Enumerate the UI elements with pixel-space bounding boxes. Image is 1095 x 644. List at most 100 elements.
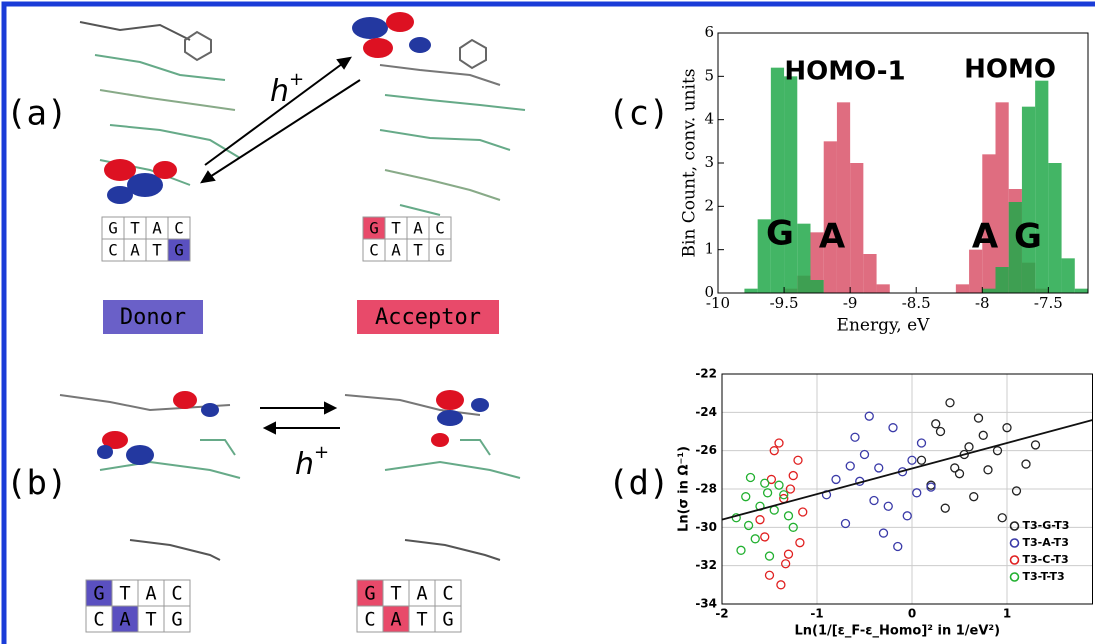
base-letter: G <box>364 584 375 605</box>
scatter-point <box>926 482 936 492</box>
x-axis-label: Energy, eV <box>837 316 931 336</box>
histogram-bar <box>1074 288 1088 293</box>
grid-cell <box>428 238 452 262</box>
scatter-point <box>783 511 794 521</box>
x-tick-label: -1 <box>810 607 823 621</box>
scatter-point <box>745 472 756 483</box>
y-tick-label: -24 <box>695 405 717 419</box>
base-letter: A <box>391 241 401 260</box>
y-tick-label: -34 <box>695 597 717 611</box>
scatter-point <box>769 446 779 456</box>
annotation: G <box>1014 217 1042 257</box>
x-tick-label: -8.5 <box>902 294 931 312</box>
base-letter: T <box>416 610 427 631</box>
fit-line <box>721 419 1093 521</box>
histogram-bar <box>955 284 970 293</box>
histogram-bar <box>1021 106 1036 294</box>
legend-marker <box>1009 572 1020 582</box>
legend-label: T3-A-T3 <box>1023 536 1069 549</box>
scatter-point <box>864 411 874 421</box>
x-axis-label: Ln(1/[ε_F-ε_Homo]² in 1/eV²) <box>794 624 1000 639</box>
x-tick-label: 0 <box>908 607 916 621</box>
scatter-point <box>760 532 770 542</box>
base-letter: G <box>108 219 118 238</box>
histogram-bar <box>995 102 1009 293</box>
scatter-point <box>736 545 746 555</box>
base-letter: T <box>152 241 162 260</box>
grid-cell <box>434 579 462 607</box>
histogram-bar <box>823 141 837 293</box>
histogram-bar <box>876 284 890 293</box>
grid-cell <box>434 605 462 633</box>
scatter-point <box>750 534 760 544</box>
base-letter: T <box>413 241 423 260</box>
scatter-point <box>781 559 791 569</box>
scatter-point <box>788 470 798 481</box>
histogram-bar <box>995 267 1009 293</box>
scatter-point <box>959 449 969 460</box>
scatter-point <box>912 488 922 498</box>
base-letter: G <box>442 610 453 631</box>
y-tick-label: 2 <box>704 196 714 214</box>
scatter-point <box>878 528 889 538</box>
scatter-point <box>888 423 898 433</box>
scatter-point <box>969 492 979 502</box>
base-letter: T <box>391 219 401 238</box>
acceptor-label: Acceptor <box>375 305 481 330</box>
scatter-point <box>764 570 775 580</box>
base-letter: T <box>390 584 401 605</box>
scatter-point <box>831 474 841 485</box>
histogram-bar <box>1048 163 1062 293</box>
legend-marker <box>1009 521 1020 531</box>
hole-sup: + <box>314 442 329 463</box>
base-letter: G <box>171 610 182 631</box>
grid-cell <box>111 605 139 633</box>
x-tick-label: -9 <box>843 294 858 312</box>
grid-cell <box>382 605 410 633</box>
annotation: HOMO-1 <box>784 57 905 87</box>
grid-cell <box>167 238 191 262</box>
base-letter: C <box>174 219 184 238</box>
scatter-point <box>764 551 775 561</box>
histogram-bar <box>982 154 996 293</box>
molecule-art <box>59 21 526 561</box>
scatter-point <box>992 446 1003 456</box>
grid-cell <box>111 579 139 607</box>
scatter-point <box>916 455 927 465</box>
grid-cell <box>356 605 384 633</box>
hole-label: h+ <box>295 442 329 482</box>
histogram-bar <box>1061 258 1075 293</box>
y-tick-label: 6 <box>704 23 714 41</box>
legend-marker <box>1009 538 1020 548</box>
scatter-point <box>795 538 805 548</box>
base-letter: C <box>442 584 453 605</box>
x-tick-label: 1 <box>1003 607 1011 621</box>
plot-frame <box>721 373 1093 605</box>
scatter-point <box>755 515 765 525</box>
y-tick-label: 0 <box>704 283 714 301</box>
scatter-point <box>907 455 917 465</box>
base-letter: A <box>390 610 401 631</box>
legend-marker <box>1009 555 1020 565</box>
histogram-bar <box>863 254 877 293</box>
base-letter: A <box>145 584 156 605</box>
grid-cell <box>163 605 191 633</box>
scatter-point <box>931 419 941 429</box>
y-tick-label: 1 <box>704 240 714 258</box>
scatter-point <box>1030 440 1041 450</box>
scatter-point <box>779 490 789 500</box>
histogram-bar <box>850 163 864 293</box>
scatter-point <box>893 541 903 552</box>
base-letter: G <box>369 219 379 238</box>
scatter-point <box>1002 423 1012 433</box>
scatter-point <box>883 501 893 511</box>
base-letter: A <box>119 610 130 631</box>
histogram-bar <box>836 102 851 293</box>
legend-label: T3-T-T3 <box>1023 570 1065 583</box>
scatter-point <box>916 438 927 448</box>
scatter-point <box>845 461 855 471</box>
scatter-point <box>869 495 879 506</box>
scatter-point <box>935 426 946 437</box>
scatter-point <box>902 511 912 521</box>
